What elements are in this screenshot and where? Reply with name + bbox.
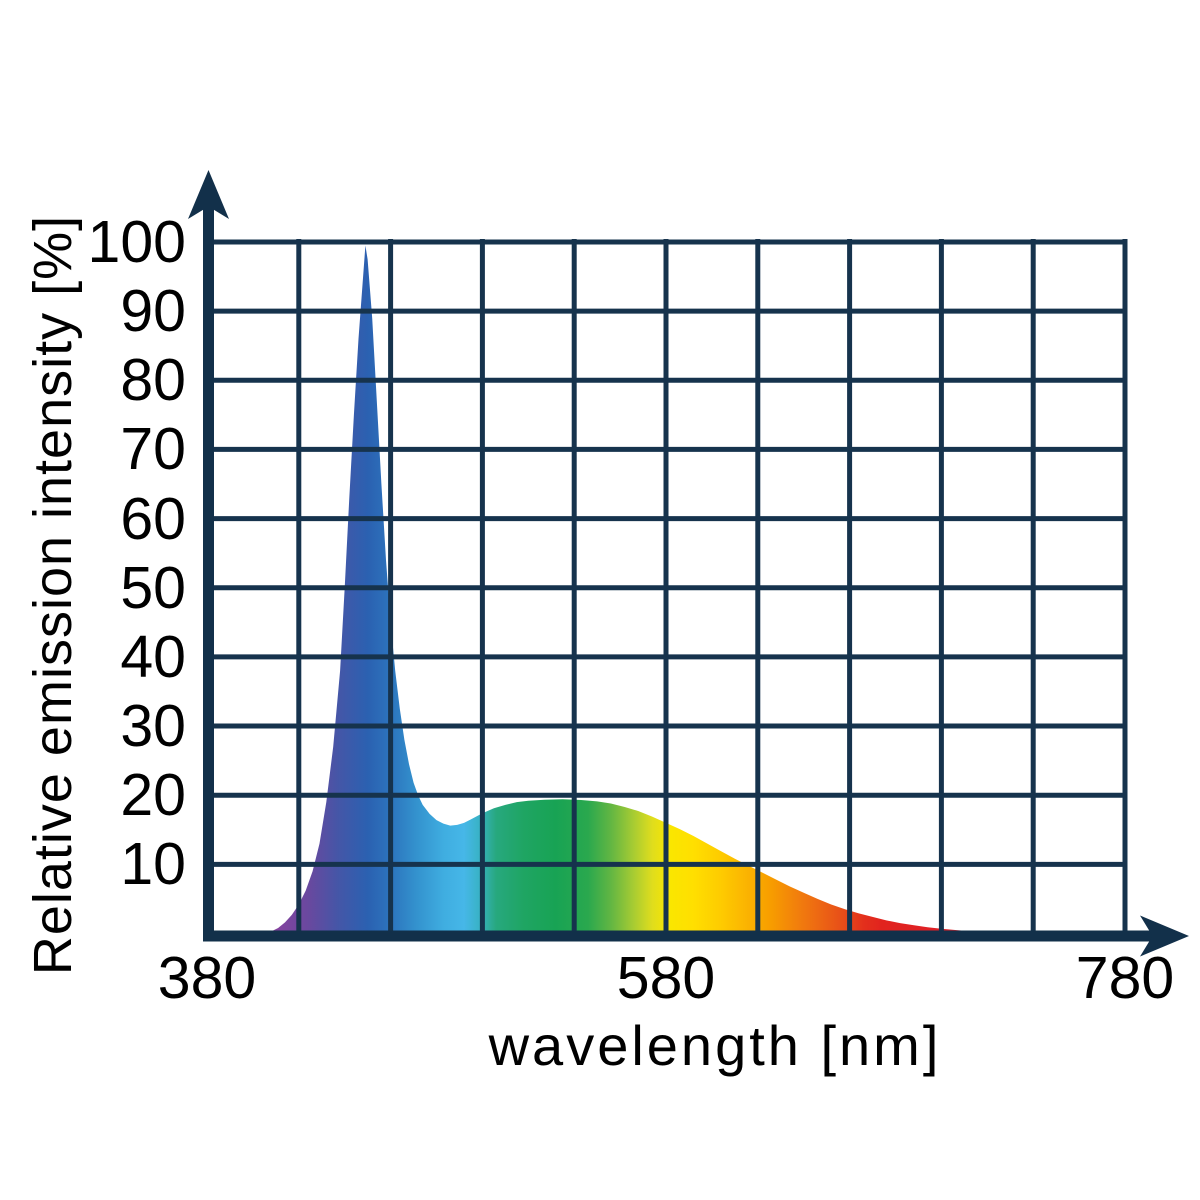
y-tick-label: 80 xyxy=(120,347,186,413)
y-tick-label: 50 xyxy=(120,555,186,621)
y-tick-label: 90 xyxy=(120,278,186,344)
y-tick-label: 70 xyxy=(120,416,186,482)
y-tick-label: 30 xyxy=(120,693,186,759)
y-axis-arrow-icon xyxy=(188,170,229,219)
y-tick-label: 10 xyxy=(120,831,186,897)
y-tick-label: 20 xyxy=(120,762,186,828)
grid-lines xyxy=(203,239,1128,941)
x-tick-label: 380 xyxy=(157,945,257,1011)
x-tick-label: 580 xyxy=(616,945,716,1011)
y-tick-label: 40 xyxy=(120,624,186,690)
axes xyxy=(188,170,1189,957)
x-axis-arrow-icon xyxy=(1140,915,1189,957)
y-tick-label: 100 xyxy=(87,209,186,275)
x-tick-label: 780 xyxy=(1075,945,1175,1011)
x-axis-title: wavelength [nm] xyxy=(488,1014,942,1077)
y-tick-label: 60 xyxy=(120,486,186,552)
